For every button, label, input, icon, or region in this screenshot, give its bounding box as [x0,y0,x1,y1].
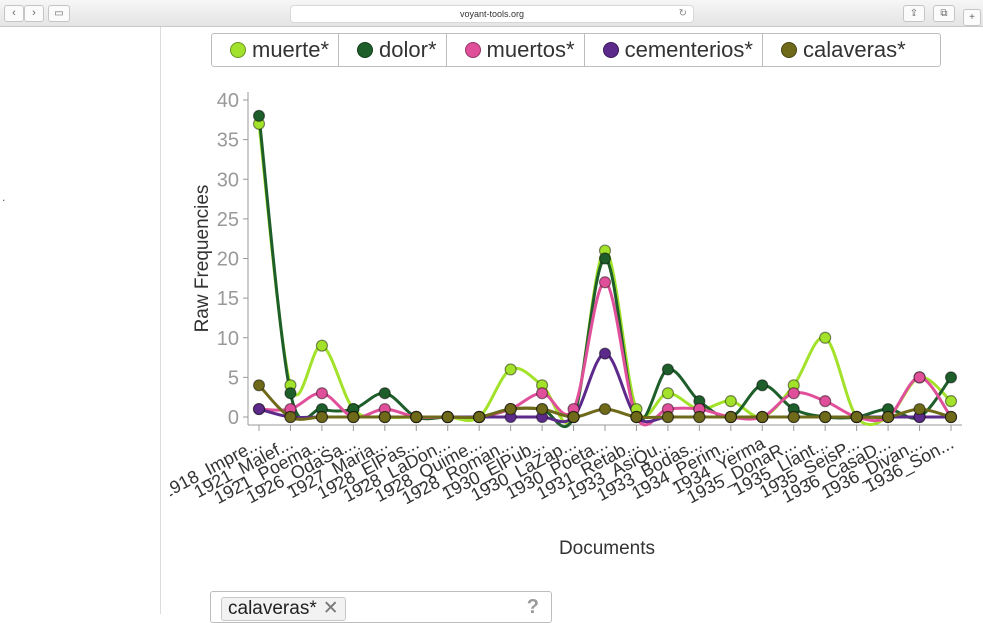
browser-toolbar: ‹ › ▭ voyant-tools.org ↻ ⇪ ⧉ + [0,0,983,27]
legend-item[interactable]: muertos* [447,34,585,66]
data-point [410,410,423,424]
new-tab-button[interactable]: + [963,9,981,26]
y-tick-label: 5 [228,367,239,389]
data-point [378,387,391,400]
y-tick-label: 30 [217,169,239,191]
close-icon[interactable]: ✕ [322,598,339,619]
legend-swatch [780,42,797,58]
data-point [787,410,800,424]
panel-marker: . [2,190,6,204]
share-icon: ⇪ [909,8,919,19]
term-tag[interactable]: calaveras* ✕ [221,597,346,621]
data-point [535,387,549,400]
legend-swatch [602,42,619,58]
sidebar-icon: ▭ [54,8,64,19]
data-point [315,410,329,424]
address-bar[interactable]: voyant-tools.org ↻ [290,5,694,23]
data-point [661,410,675,424]
plus-icon: + [969,12,975,23]
data-point [787,387,800,400]
data-point [504,402,517,416]
legend-label: dolor* [379,37,437,62]
chart-legend: muerte* dolor* muertos* cementerios* calaver… [211,33,941,67]
tabs-icon: ⧉ [940,8,948,19]
data-point [881,410,895,424]
data-point [598,252,612,265]
forward-button[interactable]: › [24,5,44,22]
data-point [252,402,266,416]
data-point [756,410,769,424]
data-point [630,410,643,424]
term-filter-box[interactable]: calaveras* ✕ ? [210,591,552,623]
left-panel: . [0,27,161,614]
term-tag-label: calaveras* [228,598,317,619]
data-point [567,410,580,424]
data-point [315,339,329,352]
y-axis-title: Raw Frequencies [192,185,213,333]
data-point [724,410,737,424]
y-tick-label: 35 [217,130,239,152]
data-point [913,402,926,416]
data-point [819,331,832,344]
legend-swatch [230,42,246,58]
series-line [257,123,953,427]
data-point [252,379,266,392]
data-point [913,371,926,384]
legend-item[interactable]: calaveras* [763,34,915,66]
reload-icon[interactable]: ↻ [678,8,687,19]
data-point [661,387,675,400]
y-tick-label: 15 [217,288,239,310]
legend-label: muerte* [252,37,330,62]
y-tick-label: 20 [217,249,239,271]
y-tick-label: 40 [217,90,239,112]
data-point [819,395,832,408]
series-line [257,115,953,428]
data-point [819,410,832,424]
data-point [724,395,737,408]
legend-swatch [357,42,374,58]
url-text: voyant-tools.org [459,9,525,19]
data-point [756,379,769,392]
y-tick-label: 0 [228,407,239,429]
legend-item[interactable]: muerte* [212,34,340,66]
legend-label: muertos* [486,37,575,62]
data-point [315,387,329,400]
legend-label: cementerios* [624,37,753,62]
data-point [252,109,266,122]
data-point [535,402,549,416]
data-point [504,363,517,376]
data-point [284,410,297,424]
data-point [598,402,612,416]
chevron-left-icon: ‹ [12,7,16,19]
data-point [661,363,675,376]
data-point [441,410,454,424]
data-point [944,410,958,424]
sidebar-toggle-button[interactable]: ▭ [48,5,70,22]
data-point [598,276,612,289]
data-point [284,387,297,400]
data-point [473,410,486,424]
data-point [850,410,863,424]
y-tick-label: 10 [217,328,239,350]
tabs-button[interactable]: ⧉ [933,5,955,22]
data-point [944,395,958,408]
data-point [347,410,360,424]
legend-item[interactable]: dolor* [339,34,447,66]
data-point [598,347,612,360]
legend-label: calaveras* [802,37,906,62]
legend-item[interactable]: cementerios* [585,34,763,66]
y-tick-label: 25 [217,209,239,231]
trends-chart: 05101520253035401918_Impre...1921_Malef.… [170,90,962,559]
legend-swatch [464,42,481,58]
back-button[interactable]: ‹ [4,5,24,22]
share-button[interactable]: ⇪ [903,5,925,22]
x-axis-title: Documents [559,538,655,559]
data-point [944,371,958,384]
chevron-right-icon: › [32,7,36,19]
data-point [693,410,706,424]
data-point [378,410,391,424]
help-icon[interactable]: ? [526,596,539,618]
